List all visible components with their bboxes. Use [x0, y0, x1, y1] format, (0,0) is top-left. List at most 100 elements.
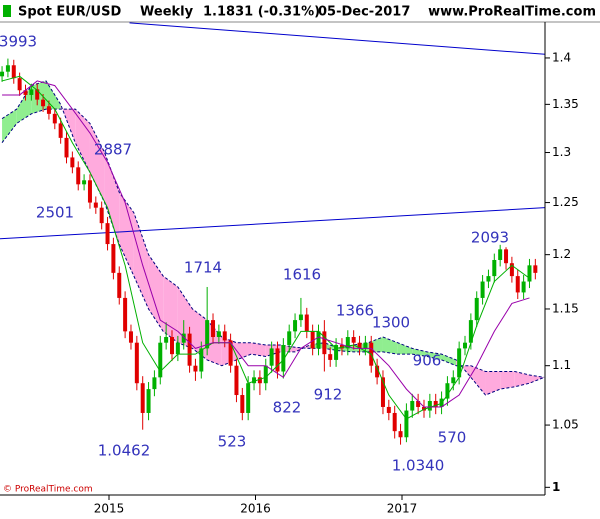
cloud-segment — [119, 192, 134, 277]
candle-body — [345, 337, 350, 349]
candle-body — [111, 244, 116, 273]
candle-body — [240, 395, 245, 413]
candle-body — [246, 383, 251, 413]
plot-area — [0, 22, 545, 445]
annotation: 2501 — [36, 204, 74, 222]
candle-body — [334, 344, 339, 360]
header-last: 1.1831 (-0.31%) — [203, 5, 320, 20]
candle-body — [93, 202, 98, 208]
trendline — [129, 22, 545, 55]
annotation: 1.0462 — [98, 442, 151, 460]
candle-body — [293, 320, 298, 332]
candle-body — [140, 383, 145, 413]
candle-body — [322, 331, 327, 355]
candle-body — [169, 337, 174, 355]
candle-body — [269, 348, 274, 366]
candle-body — [474, 297, 479, 321]
candle-body — [375, 365, 380, 378]
annotation: 912 — [314, 386, 343, 404]
cloud-segment — [177, 286, 193, 349]
candle-body — [363, 342, 368, 349]
y-tick-label: 1.25 — [552, 195, 579, 209]
candle-body — [117, 272, 122, 298]
candle-body — [328, 354, 333, 360]
candle-body — [205, 320, 210, 349]
candle-body — [252, 377, 257, 384]
footer: © ProRealTime.com — [3, 485, 93, 495]
candle-body — [164, 337, 169, 343]
y-tick-label: 1 — [552, 480, 560, 494]
candle-body — [392, 412, 397, 432]
cloud-segment — [500, 371, 515, 390]
x-tick-label: 2015 — [94, 502, 125, 516]
annotation: 1366 — [336, 302, 374, 320]
candle-body — [275, 348, 280, 372]
annotation: 1.0340 — [392, 457, 445, 475]
candle-body — [527, 265, 532, 282]
candle-body — [41, 99, 46, 107]
annotation: 1714 — [184, 259, 222, 277]
candle-body — [404, 410, 409, 438]
candle-body — [0, 71, 5, 77]
cloud-segment — [75, 109, 90, 173]
candle-body — [29, 89, 34, 95]
candle-body — [480, 281, 485, 298]
candle-body — [70, 157, 75, 168]
candle-body — [468, 320, 473, 343]
candle-body — [509, 263, 514, 277]
cloud-segment — [514, 371, 530, 387]
cloud-segment — [251, 342, 266, 357]
candle-body — [316, 331, 321, 349]
cloud-segment — [470, 365, 486, 396]
candle-body — [504, 249, 509, 264]
annotation: 2887 — [94, 141, 132, 159]
candle-body — [492, 259, 497, 277]
candle-body — [357, 342, 362, 349]
candle-body — [58, 123, 63, 138]
candle-body — [281, 344, 286, 372]
candle-body — [398, 431, 403, 438]
cloud-segment — [485, 371, 501, 396]
candle-body — [87, 180, 92, 203]
indicator-line — [2, 80, 530, 408]
candle-body — [521, 281, 526, 293]
candle-body — [211, 320, 216, 338]
y-tick-label: 1.05 — [552, 418, 579, 432]
candle-body — [533, 265, 538, 273]
cloud-segment — [16, 85, 32, 124]
indicator-line — [1, 75, 530, 420]
annotation: 523 — [218, 433, 247, 451]
candle-body — [105, 223, 110, 245]
candle-body — [263, 365, 268, 384]
candle-body — [193, 365, 198, 372]
candle-body — [463, 342, 468, 349]
candle-body — [498, 249, 503, 260]
candle-body — [457, 348, 462, 378]
candle-body — [410, 400, 415, 411]
cloud-segment — [46, 80, 61, 110]
candle-body — [35, 89, 40, 100]
y-tick-label: 1.3 — [552, 145, 571, 159]
annotation: 1300 — [372, 314, 410, 332]
x-tick-label: 2016 — [240, 502, 271, 516]
header-site: www.ProRealTime.com — [428, 5, 596, 20]
y-tick-label: 1.35 — [552, 97, 579, 111]
candle-body — [339, 344, 344, 349]
candle-body — [181, 333, 186, 343]
candle-body — [421, 406, 426, 411]
cloud-segment — [2, 109, 17, 143]
candle-body — [257, 377, 262, 384]
header-period: Weekly — [140, 5, 194, 20]
cloud-segment — [60, 104, 76, 143]
candle-body — [17, 78, 22, 91]
candle-body — [199, 348, 204, 372]
cloud-edge — [1, 108, 545, 378]
x-tick-label: 2017 — [387, 502, 418, 516]
cloud-segment — [441, 354, 457, 366]
header-icon — [3, 5, 11, 17]
annotation: 570 — [438, 429, 467, 447]
candle-body — [46, 106, 51, 114]
candle-body — [515, 276, 520, 293]
